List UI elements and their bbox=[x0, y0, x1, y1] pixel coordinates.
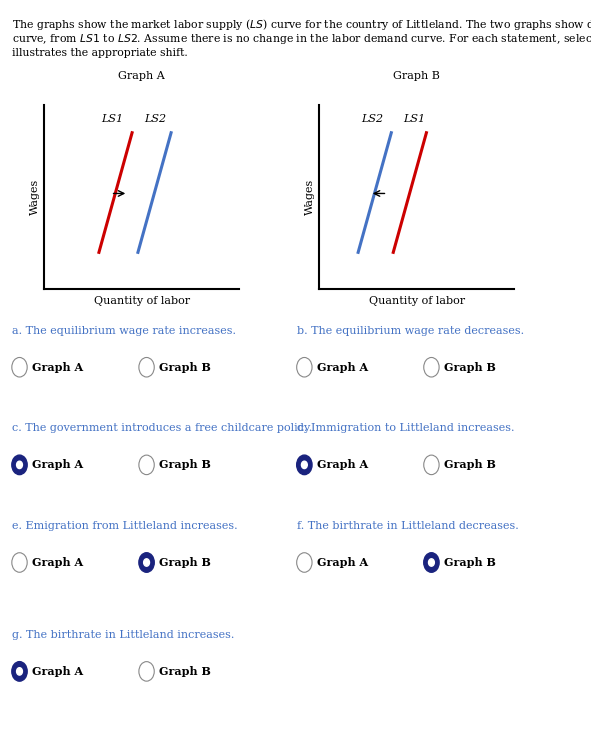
Text: LS1: LS1 bbox=[102, 113, 124, 124]
Text: Graph B: Graph B bbox=[444, 460, 496, 470]
Text: Graph A: Graph A bbox=[118, 71, 165, 81]
Text: Graph A: Graph A bbox=[32, 666, 83, 677]
Text: Graph B: Graph B bbox=[444, 557, 496, 568]
Y-axis label: Wages: Wages bbox=[305, 179, 315, 216]
Text: illustrates the appropriate shift.: illustrates the appropriate shift. bbox=[12, 48, 187, 58]
Text: Graph B: Graph B bbox=[444, 362, 496, 372]
Text: LS1: LS1 bbox=[404, 113, 426, 124]
Text: curve, from $\it{LS1}$ to $\it{LS2}$. Assume there is no change in the labor dem: curve, from $\it{LS1}$ to $\it{LS2}$. As… bbox=[12, 32, 591, 47]
Y-axis label: Wages: Wages bbox=[30, 179, 40, 216]
Text: Graph B: Graph B bbox=[393, 71, 440, 81]
Text: Graph B: Graph B bbox=[159, 460, 211, 470]
Text: Graph B: Graph B bbox=[159, 362, 211, 372]
Text: Graph A: Graph A bbox=[317, 460, 368, 470]
Text: Graph A: Graph A bbox=[32, 362, 83, 372]
Text: Graph A: Graph A bbox=[32, 557, 83, 568]
Text: The graphs show the market labor supply ($\it{LS}$) curve for the country of Lit: The graphs show the market labor supply … bbox=[12, 17, 591, 32]
Text: Graph B: Graph B bbox=[159, 557, 211, 568]
Text: Graph B: Graph B bbox=[159, 666, 211, 677]
Text: Graph A: Graph A bbox=[317, 362, 368, 372]
Text: LS2: LS2 bbox=[144, 113, 167, 124]
Text: f. The birthrate in Littleland decreases.: f. The birthrate in Littleland decreases… bbox=[297, 521, 518, 531]
Text: c. The government introduces a free childcare policy.: c. The government introduces a free chil… bbox=[12, 424, 312, 433]
Text: LS2: LS2 bbox=[361, 113, 383, 124]
Text: Graph A: Graph A bbox=[317, 557, 368, 568]
Text: d. Immigration to Littleland increases.: d. Immigration to Littleland increases. bbox=[297, 424, 514, 433]
Text: e. Emigration from Littleland increases.: e. Emigration from Littleland increases. bbox=[12, 521, 238, 531]
Text: b. The equilibrium wage rate decreases.: b. The equilibrium wage rate decreases. bbox=[297, 326, 524, 336]
Text: g. The birthrate in Littleland increases.: g. The birthrate in Littleland increases… bbox=[12, 630, 234, 640]
Text: Graph A: Graph A bbox=[32, 460, 83, 470]
Text: a. The equilibrium wage rate increases.: a. The equilibrium wage rate increases. bbox=[12, 326, 236, 336]
X-axis label: Quantity of labor: Quantity of labor bbox=[369, 296, 465, 306]
X-axis label: Quantity of labor: Quantity of labor bbox=[94, 296, 190, 306]
